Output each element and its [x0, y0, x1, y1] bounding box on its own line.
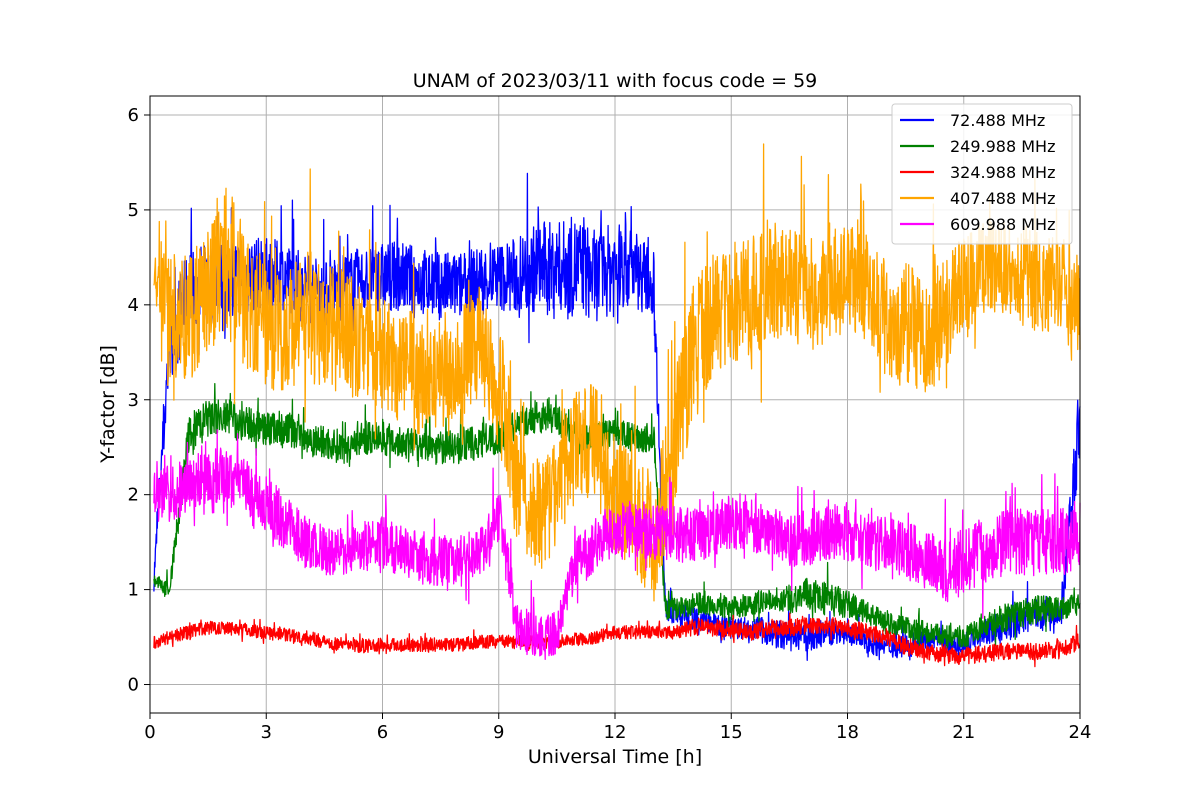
- x-tick-label: 0: [144, 722, 155, 743]
- legend-label: 407.488 MHz: [950, 189, 1055, 208]
- x-axis-label: Universal Time [h]: [528, 746, 702, 768]
- x-tick-label: 21: [952, 722, 975, 743]
- y-tick-label: 1: [128, 580, 139, 601]
- x-tick-label: 6: [377, 722, 388, 743]
- y-tick-label: 0: [128, 675, 139, 696]
- y-tick-label: 6: [128, 105, 139, 126]
- y-tick-label: 3: [128, 390, 139, 411]
- legend-label: 72.488 MHz: [950, 111, 1045, 130]
- legend: 72.488 MHz 249.988 MHz 324.988 MHz 407.488 …: [891, 103, 1073, 245]
- series-line-4: [153, 429, 1081, 661]
- series-line-1: [153, 382, 1081, 650]
- series-layer: [153, 143, 1081, 668]
- x-tick-label: 15: [720, 722, 743, 743]
- chart-title: UNAM of 2023/03/11 with focus code = 59: [413, 70, 818, 92]
- legend-box: [891, 103, 1073, 245]
- y-tick-label: 2: [128, 485, 139, 506]
- series-line-2: [153, 612, 1081, 668]
- y-axis-label: Y-factor [dB]: [97, 345, 119, 464]
- legend-label: 249.988 MHz: [950, 137, 1055, 156]
- x-tick-label: 12: [604, 722, 627, 743]
- x-tick-label: 9: [493, 722, 504, 743]
- y-tick-label: 5: [128, 200, 139, 221]
- legend-label: 609.988 MHz: [950, 215, 1055, 234]
- x-tick-label: 3: [261, 722, 272, 743]
- series-line-3: [153, 143, 1081, 602]
- y-tick-label: 4: [128, 295, 139, 316]
- x-tick-label: 24: [1069, 722, 1092, 743]
- legend-label: 324.988 MHz: [950, 163, 1055, 182]
- x-tick-label: 18: [836, 722, 859, 743]
